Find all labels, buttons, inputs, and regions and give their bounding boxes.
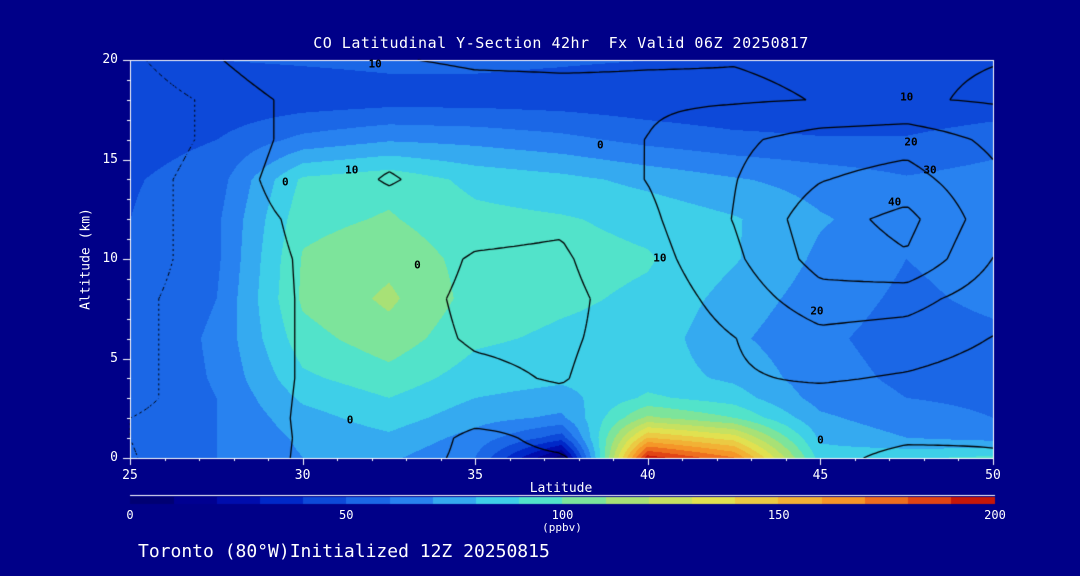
colorbar-tick-label-150: 150 xyxy=(767,508,790,522)
contour-label-8: 10 xyxy=(653,251,667,265)
contour-label-9: 0 xyxy=(597,138,604,152)
y-tick-label-15: 15 xyxy=(102,151,118,167)
y-tick-label-10: 10 xyxy=(102,251,118,266)
y-tick-label-20: 20 xyxy=(102,52,118,67)
contour-label-12: 0 xyxy=(817,433,824,447)
x-tick-label-35: 35 xyxy=(467,468,484,483)
chart-title: CO Latitudinal Y-Section 42hr Fx Valid 0… xyxy=(313,34,809,52)
contour-label-1: 10 xyxy=(900,90,914,104)
y-tick-label-5: 5 xyxy=(110,350,118,366)
contour-label-7: 0 xyxy=(414,258,421,272)
init-caption: Toronto (80°W)Initialized 12Z 20250815 xyxy=(138,541,550,562)
colorbar-tick-label-50: 50 xyxy=(339,508,354,522)
x-tick-label-45: 45 xyxy=(812,468,829,483)
contour-label-4: 40 xyxy=(887,195,902,209)
colorbar-tick-label-100: 100 xyxy=(551,508,574,522)
y-axis-label: Altitude (km) xyxy=(78,208,94,310)
contour-label-6: 10 xyxy=(345,163,359,177)
colorbar-tick-label-0: 0 xyxy=(126,508,134,522)
contour-label-11: 20 xyxy=(810,304,824,318)
contour-label-2: 20 xyxy=(904,135,918,149)
x-tick-label-30: 30 xyxy=(294,468,311,483)
x-axis-label: Latitude xyxy=(529,481,593,496)
x-tick-label-25: 25 xyxy=(122,468,138,483)
contour-label-3: 30 xyxy=(923,163,937,177)
x-tick-label-50: 50 xyxy=(985,468,1001,483)
contour-label-10: 0 xyxy=(346,413,354,427)
x-tick-label-40: 40 xyxy=(639,468,656,483)
contour-label-5: 0 xyxy=(282,175,289,189)
colorbar-units-label: (ppbv) xyxy=(542,521,582,534)
y-tick-label-0: 0 xyxy=(110,450,118,465)
contour-label-0: 10 xyxy=(368,57,382,71)
colorbar-tick-label-200: 200 xyxy=(984,508,1006,522)
